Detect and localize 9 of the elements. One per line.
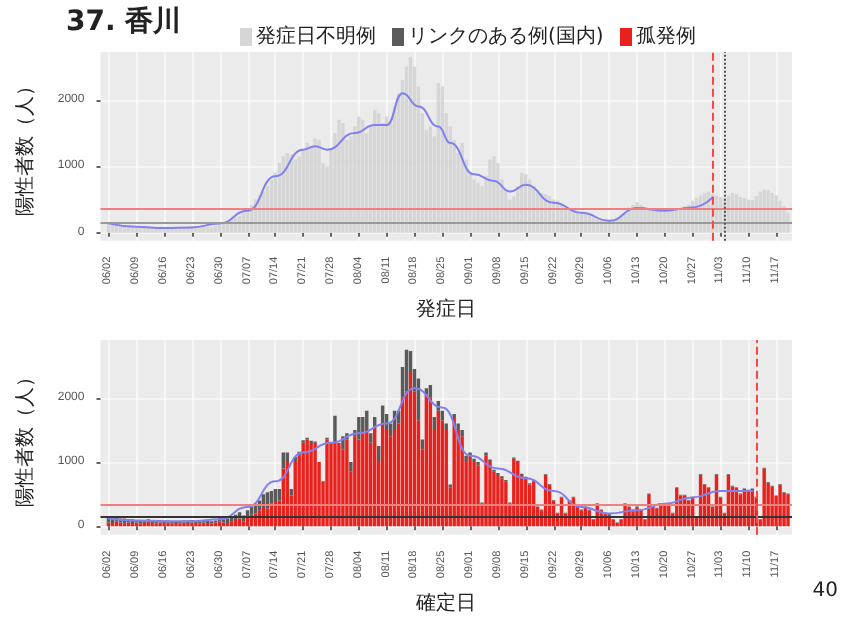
legend-label: 発症日不明例: [256, 23, 376, 50]
legend-label: リンクのある例(国内): [408, 23, 604, 50]
text: 40: [812, 580, 838, 602]
y-axis-title: 陽性者数（人）: [13, 367, 37, 508]
legend-label: 孤発例: [635, 24, 696, 50]
y-axis-title: 陽性者数（人）: [13, 76, 37, 217]
x-axis-title: 発症日: [416, 297, 477, 321]
chart-title: 37. 香川: [66, 4, 182, 40]
x-axis-title: 確定日: [414, 591, 477, 615]
